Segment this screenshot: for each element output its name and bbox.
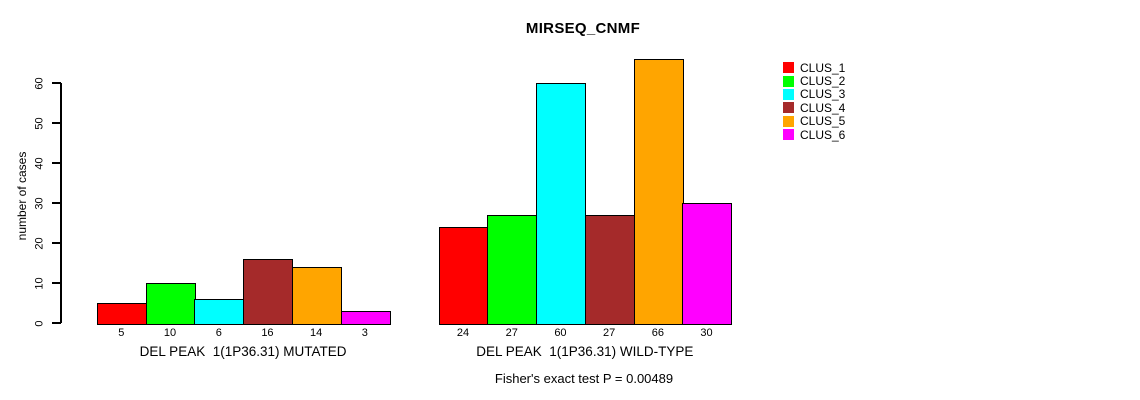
y-tick [52, 282, 61, 284]
bar-value-label: 16 [261, 327, 274, 339]
bar-clus_1-group1 [97, 303, 148, 325]
legend-label: CLUS_6 [800, 127, 846, 142]
legend-label: CLUS_1 [800, 60, 846, 75]
y-tick-label: 30 [33, 196, 46, 210]
legend-item: CLUS_3 [783, 88, 845, 101]
bar-value-label: 60 [554, 327, 567, 339]
y-tick [52, 202, 61, 204]
y-tick-label: 10 [33, 276, 46, 290]
legend-item: CLUS_1 [783, 61, 845, 74]
legend-swatch-icon [783, 102, 794, 114]
legend-label: CLUS_3 [800, 87, 846, 102]
y-tick-label: 20 [33, 236, 46, 250]
y-tick [52, 162, 61, 164]
legend-swatch-icon [783, 129, 794, 141]
bar-clus_5-group1 [291, 267, 342, 325]
legend-label: CLUS_4 [800, 100, 846, 115]
y-tick [52, 82, 61, 84]
legend-swatch-icon [783, 88, 794, 100]
bar-clus_3-group1 [194, 299, 245, 325]
bar-value-label: 14 [310, 327, 323, 339]
legend-label: CLUS_5 [800, 114, 846, 129]
x-axis-group-label: DEL PEAK 1(1P36.31) WILD-TYPE [476, 344, 694, 359]
legend-swatch-icon [783, 75, 794, 87]
bar-clus_2-group2 [487, 215, 538, 325]
legend-swatch-icon [783, 115, 794, 127]
y-tick-label: 40 [33, 156, 46, 170]
bar-clus_2-group1 [145, 283, 196, 325]
bar-value-label: 27 [505, 327, 518, 339]
y-tick [52, 322, 61, 324]
y-tick-label: 50 [33, 116, 46, 130]
legend: CLUS_1 CLUS_2 CLUS_3 CLUS_4 CLUS_5 CLUS_6 [783, 61, 845, 141]
y-tick [52, 242, 61, 244]
legend-label: CLUS_2 [800, 74, 846, 89]
bar-clus_4-group2 [584, 215, 635, 325]
bar-clus_6-group1 [340, 311, 391, 325]
legend-item: CLUS_2 [783, 74, 845, 87]
chart-title: MIRSEQ_CNMF [525, 20, 641, 37]
bar-clus_6-group2 [682, 203, 733, 325]
bar-value-label: 66 [651, 327, 664, 339]
legend-item: CLUS_5 [783, 115, 845, 128]
legend-item: CLUS_4 [783, 101, 845, 114]
bar-value-label: 24 [456, 327, 470, 339]
legend-item: CLUS_6 [783, 128, 845, 141]
fisher-test-note: Fisher's exact test P = 0.00489 [494, 371, 674, 386]
bar-value-label: 27 [603, 327, 616, 339]
bar-value-label: 10 [163, 327, 177, 339]
y-axis-label: number of cases [15, 151, 29, 241]
y-tick-label: 0 [33, 319, 46, 327]
bar-value-label: 3 [361, 327, 368, 339]
bar-value-label: 30 [700, 327, 713, 339]
y-tick-label: 60 [33, 76, 46, 90]
bar-value-label: 6 [215, 327, 222, 339]
x-axis-group-label: DEL PEAK 1(1P36.31) MUTATED [139, 344, 347, 359]
legend-swatch-icon [783, 62, 794, 74]
y-tick [52, 122, 61, 124]
bar-clus_5-group2 [633, 59, 684, 325]
bar-clus_3-group2 [536, 83, 587, 325]
bar-value-label: 5 [118, 327, 125, 339]
bar-clus_1-group2 [438, 227, 489, 325]
bar-clus_4-group1 [243, 259, 294, 325]
